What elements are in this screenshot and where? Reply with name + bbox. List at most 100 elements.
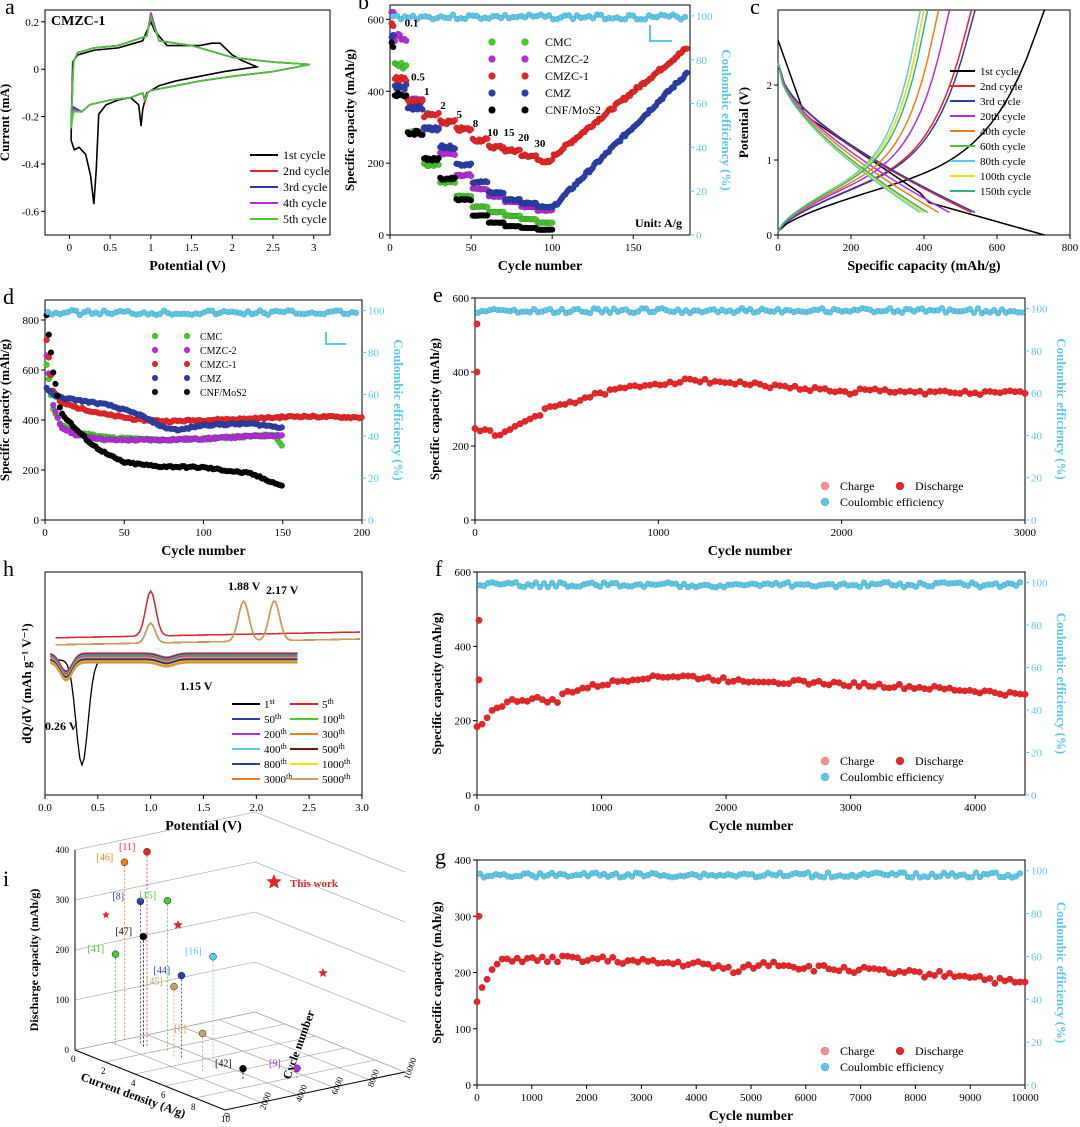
charge-curve — [777, 9, 940, 232]
panel-letter: f — [435, 556, 443, 581]
discharge-curve — [777, 62, 939, 214]
y-tick-label: 0 — [466, 790, 472, 802]
x-tick-label: 400 — [916, 242, 933, 254]
reference-point — [111, 950, 120, 958]
legend-base: 400 — [264, 744, 281, 756]
x-tick-label: 100 — [195, 527, 212, 539]
panel-g: 0 1000 2000 3000 4000 5000 6000 7000 8000 9000 100… — [429, 844, 1069, 1124]
legend-label: CMC — [200, 332, 223, 343]
legend-superscript: th — [281, 727, 287, 736]
cycle-point — [49, 369, 57, 376]
legend-label: 500th — [322, 742, 345, 756]
y-tick-label: 1 — [767, 155, 773, 167]
reduction-curve — [50, 659, 298, 768]
legend-marker — [488, 38, 496, 46]
legend-base: 1000 — [322, 759, 345, 771]
panel-f: 0 1000 2000 3000 4000 0 200 400 600 0 20 40 60 80 100 C… — [429, 556, 1069, 834]
ce-point — [589, 15, 597, 22]
capacity-point — [724, 963, 732, 971]
capacity-point — [805, 962, 813, 970]
y-tick-label: 600 — [23, 365, 40, 377]
y-tick-label: 100 — [455, 1024, 472, 1036]
x-tick-label: 0 — [775, 242, 781, 254]
rate-label: 20 — [518, 132, 530, 144]
cycle-point — [47, 349, 55, 356]
discharge-curve — [777, 62, 976, 214]
panel-e: 0 1000 2000 30000200400600020406080100Coulo… — [427, 282, 1069, 559]
rate-point — [467, 172, 475, 180]
legend-label: CNF/MoS2 — [200, 388, 247, 399]
reference-label: [8] — [112, 891, 124, 902]
peak-annotation: 2.17 V — [266, 583, 299, 597]
reference-point — [239, 1064, 247, 1073]
reduction-curve — [50, 661, 298, 681]
x-tick-label: 3.0 — [355, 802, 369, 814]
rate-point — [419, 131, 426, 139]
y-tick-label: 300 — [455, 911, 472, 923]
ce-point — [804, 869, 812, 876]
legend-label: CNF/MoS2 — [545, 103, 601, 117]
rate-label: 0.1 — [405, 18, 419, 30]
x-tick-label: 0 — [387, 242, 393, 254]
y2-tick-label: 80 — [696, 55, 708, 67]
panel-title: CMZC-1 — [51, 14, 105, 29]
x-tick-label: 2 — [230, 242, 236, 254]
oxidation-curve — [55, 589, 360, 639]
y-axis-label: Specific capacity (mAh/g) — [427, 338, 442, 480]
y-tick-label: 100 — [56, 995, 70, 1005]
capacity-point — [473, 998, 481, 1006]
rate-point — [484, 135, 491, 143]
panel-letter: g — [435, 844, 446, 869]
cycle-point — [52, 408, 59, 415]
panel-letter: h — [3, 556, 14, 581]
peak-annotation: 1.88 V — [228, 579, 261, 593]
panel-letter: a — [5, 0, 15, 19]
y2-tick-label: 80 — [1031, 346, 1043, 358]
reference-label: [44] — [154, 966, 171, 977]
capacity-point — [483, 975, 491, 983]
legend-marker — [820, 1062, 830, 1072]
grid-line — [254, 961, 406, 1023]
x-tick-label: 1.0 — [144, 802, 158, 814]
charge-curve — [777, 9, 929, 232]
grid-line — [254, 861, 406, 923]
y2-tick-label: 100 — [696, 11, 713, 23]
rate-label: 2 — [440, 100, 446, 112]
x-tick-label: 200 — [354, 527, 371, 539]
reference-point — [120, 858, 129, 867]
x-tick-label: 0 — [67, 242, 73, 254]
x-tick-label: 0 — [472, 527, 478, 539]
legend-label: 20th cycle — [980, 111, 1026, 123]
y2-tick-label: 100 — [1031, 866, 1048, 878]
rate-point — [683, 69, 691, 76]
capacity-point — [486, 426, 494, 435]
x-tick-label: 1.5 — [197, 802, 211, 814]
this-work-star — [102, 911, 110, 919]
plot-frame — [389, 4, 691, 236]
x-axis-label: Cycle number — [709, 1109, 793, 1124]
rate-point — [516, 146, 523, 154]
rate-point — [451, 151, 459, 159]
x-tick-label: 1.5 — [185, 242, 199, 254]
oxidation-curve — [55, 600, 360, 646]
legend-superscript: th — [339, 727, 345, 736]
axis-arrow — [649, 25, 672, 42]
y-tick-label: 0 — [379, 230, 385, 242]
y-tick-label: 2 — [767, 80, 773, 92]
rate-point — [419, 97, 426, 104]
x-tick-label: 2000 — [831, 527, 854, 539]
discharge-curve — [777, 62, 929, 214]
reference-label: [9] — [269, 1058, 281, 1069]
legend-superscript: th — [281, 742, 287, 751]
cycle-point — [56, 404, 64, 411]
y2-tick-label: 100 — [1031, 304, 1048, 316]
capacity-point — [478, 983, 486, 992]
capacity-point — [478, 720, 486, 728]
x-axis-label: Potential (V) — [165, 819, 242, 834]
legend-label: 3rd cycle — [980, 96, 1021, 108]
legend-label: 100th — [322, 712, 345, 726]
x-tick-label: 50 — [466, 242, 478, 254]
legend-marker — [183, 374, 191, 382]
oxidation-curve — [55, 600, 360, 646]
y-tick-label: 0 — [767, 230, 773, 242]
